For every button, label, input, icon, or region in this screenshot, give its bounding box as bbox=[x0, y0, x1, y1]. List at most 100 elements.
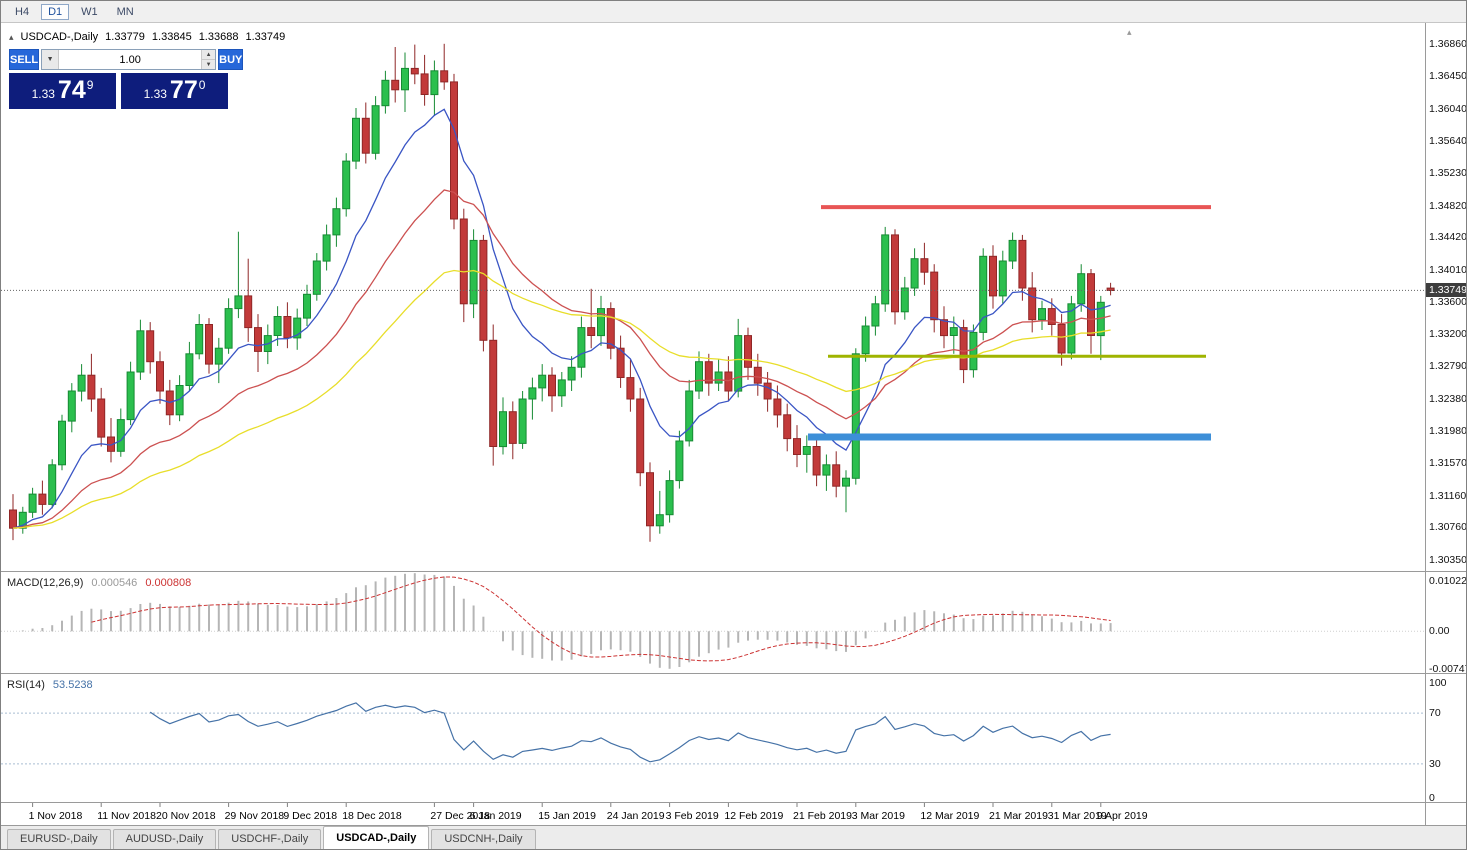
timeframe-h4-button[interactable]: H4 bbox=[8, 4, 36, 20]
price-axis-label: 1.35230 bbox=[1429, 167, 1467, 180]
price-axis-label: 1.33200 bbox=[1429, 327, 1467, 340]
time-axis-label: 6 Jan 2019 bbox=[470, 810, 522, 822]
time-axis-label: 12 Feb 2019 bbox=[724, 810, 783, 822]
high-value: 1.33845 bbox=[151, 31, 192, 43]
chart-area: 1 Nov 2018 11 Nov 2018 20 Nov 2018 29 Nov 2… bbox=[1, 23, 1466, 825]
price-axis-label: 1.32790 bbox=[1429, 360, 1467, 373]
timeframe-d1-button[interactable]: D1 bbox=[41, 3, 70, 20]
volume-box: ▼ ▲ ▼ bbox=[41, 49, 217, 70]
time-axis-label: 1 Nov 2018 bbox=[29, 810, 83, 822]
tab-usdcad-daily[interactable]: USDCAD-,Daily bbox=[323, 826, 430, 849]
volume-input[interactable] bbox=[59, 50, 202, 69]
time-axis-label: 21 Feb 2019 bbox=[793, 810, 852, 822]
price-axis-label: 1.31160 bbox=[1429, 489, 1467, 502]
tab-usdchf-daily[interactable]: USDCHF-,Daily bbox=[218, 829, 322, 849]
candles-layer bbox=[9, 43, 1115, 542]
rsi-label: RSI(14) 53.5238 bbox=[7, 679, 93, 691]
macd-axis-label: 0.00 bbox=[1429, 625, 1450, 638]
time-axis-label: 12 Mar 2019 bbox=[920, 810, 979, 822]
volume-increase-icon[interactable]: ▲ bbox=[202, 50, 216, 60]
tab-usdcnh-daily[interactable]: USDCNH-,Daily bbox=[431, 829, 536, 849]
timeframe-mn-button[interactable]: MN bbox=[110, 4, 141, 20]
time-axis-label: 20 Nov 2018 bbox=[156, 810, 216, 822]
ma-24-line bbox=[12, 189, 1111, 529]
timeframe-toolbar: H4 D1 W1 MN bbox=[1, 1, 1466, 23]
time-axis-label: 3 Mar 2019 bbox=[852, 810, 905, 822]
current-price-tag: 1.33749 bbox=[1426, 283, 1466, 298]
rsi-axis-label: 30 bbox=[1429, 757, 1441, 770]
open-value: 1.33779 bbox=[105, 31, 145, 43]
sell-price-main: 74 bbox=[57, 76, 86, 104]
symbol-period-label: USDCAD-,Daily bbox=[20, 31, 99, 43]
buy-button[interactable]: BUY bbox=[218, 49, 244, 70]
rsi-line bbox=[149, 702, 1111, 763]
sell-price-pip: 9 bbox=[86, 78, 94, 92]
sell-button[interactable]: SELL bbox=[9, 49, 40, 70]
price-axis-label: 1.34010 bbox=[1429, 263, 1467, 276]
price-axis-label: 1.36450 bbox=[1429, 70, 1467, 83]
price-axis: 1.36860 1.36450 1.36040 1.35640 1.35230 1.348… bbox=[1425, 23, 1467, 825]
timeframe-w1-button[interactable]: W1 bbox=[74, 4, 105, 20]
rsi-name: RSI(14) bbox=[7, 679, 45, 691]
price-axis-label: 1.31570 bbox=[1429, 457, 1467, 470]
macd-pane-divider[interactable] bbox=[1, 571, 1466, 572]
buy-price-main: 77 bbox=[169, 76, 198, 104]
macd-histogram bbox=[21, 573, 1112, 669]
macd-name: MACD(12,26,9) bbox=[7, 577, 84, 589]
macd-main-value: 0.000546 bbox=[91, 577, 138, 589]
volume-dropdown-icon[interactable]: ▼ bbox=[42, 50, 60, 69]
one-click-trading-panel: SELL ▼ ▲ ▼ BUY 1.33 74 9 1 bbox=[9, 49, 244, 109]
buy-price-tile[interactable]: 1.33 77 0 bbox=[121, 73, 228, 109]
macd-label: MACD(12,26,9) 0.000546 0.000808 bbox=[7, 577, 192, 589]
close-value: 1.33749 bbox=[245, 31, 286, 43]
ma-45-line bbox=[12, 269, 1111, 529]
volume-decrease-icon[interactable]: ▼ bbox=[202, 60, 216, 69]
time-axis-label: 27 Dec 2018 bbox=[430, 810, 490, 822]
buy-price-prefix: 1.33 bbox=[143, 87, 167, 101]
rsi-axis-label: 0 bbox=[1429, 792, 1435, 804]
time-axis-divider bbox=[1, 802, 1466, 803]
rsi-axis-label: 70 bbox=[1429, 707, 1441, 720]
chart-shift-marker-icon[interactable]: ▴ bbox=[1127, 27, 1132, 37]
sell-price-prefix: 1.33 bbox=[31, 87, 55, 101]
macd-axis-label: 0.010229 bbox=[1429, 575, 1467, 587]
price-axis-label: 1.34420 bbox=[1429, 231, 1467, 244]
chart-tab-bar: EURUSD-,Daily AUDUSD-,Daily USDCHF-,Dail… bbox=[1, 825, 1466, 849]
time-axis-label: 18 Dec 2018 bbox=[342, 810, 402, 822]
low-value: 1.33688 bbox=[198, 31, 239, 43]
price-axis-label: 1.31980 bbox=[1429, 424, 1467, 437]
time-axis-label: 9 Apr 2019 bbox=[1097, 810, 1148, 822]
sell-price-tile[interactable]: 1.33 74 9 bbox=[9, 73, 116, 109]
collapse-panel-icon[interactable]: ▴ bbox=[9, 31, 14, 42]
price-axis-label: 1.30350 bbox=[1429, 553, 1467, 566]
chart-header: ▴ USDCAD-,Daily 1.33779 1.33845 1.33688 … bbox=[9, 31, 285, 43]
price-axis-label: 1.30760 bbox=[1429, 521, 1467, 534]
price-axis-label: 1.36860 bbox=[1429, 37, 1467, 50]
buy-price-pip: 0 bbox=[198, 78, 206, 92]
price-axis-label: 1.36040 bbox=[1429, 102, 1467, 115]
rsi-value: 53.5238 bbox=[52, 679, 93, 691]
tab-eurusd-daily[interactable]: EURUSD-,Daily bbox=[7, 829, 111, 849]
volume-stepper: ▲ ▼ bbox=[201, 50, 216, 69]
price-axis-label: 1.32380 bbox=[1429, 392, 1467, 405]
time-axis-label: 31 Mar 2019 bbox=[1048, 810, 1107, 822]
price-axis-label: 1.34820 bbox=[1429, 199, 1467, 212]
price-axis-label: 1.33600 bbox=[1429, 296, 1467, 309]
time-axis-label: 29 Nov 2018 bbox=[225, 810, 285, 822]
macd-signal-value: 0.000808 bbox=[145, 577, 192, 589]
ma-10-line bbox=[12, 108, 1111, 529]
price-axis-label: 1.35640 bbox=[1429, 134, 1467, 147]
macd-axis-label: -0.007477 bbox=[1429, 663, 1466, 675]
macd-signal-line bbox=[91, 576, 1111, 662]
rsi-pane-divider[interactable] bbox=[1, 673, 1466, 674]
time-axis-label: 11 Nov 2018 bbox=[97, 810, 156, 822]
time-axis-label: 24 Jan 2019 bbox=[607, 810, 665, 822]
tab-audusd-daily[interactable]: AUDUSD-,Daily bbox=[112, 829, 217, 849]
time-axis-label: 3 Feb 2019 bbox=[666, 810, 719, 822]
time-axis-label: 15 Jan 2019 bbox=[538, 810, 596, 822]
time-axis-label: 21 Mar 2019 bbox=[989, 810, 1048, 822]
rsi-axis-label: 100 bbox=[1429, 677, 1447, 689]
price-chart-canvas[interactable]: 1 Nov 2018 11 Nov 2018 20 Nov 2018 29 Nov 2… bbox=[1, 23, 1425, 827]
time-axis-label: 9 Dec 2018 bbox=[283, 810, 337, 822]
